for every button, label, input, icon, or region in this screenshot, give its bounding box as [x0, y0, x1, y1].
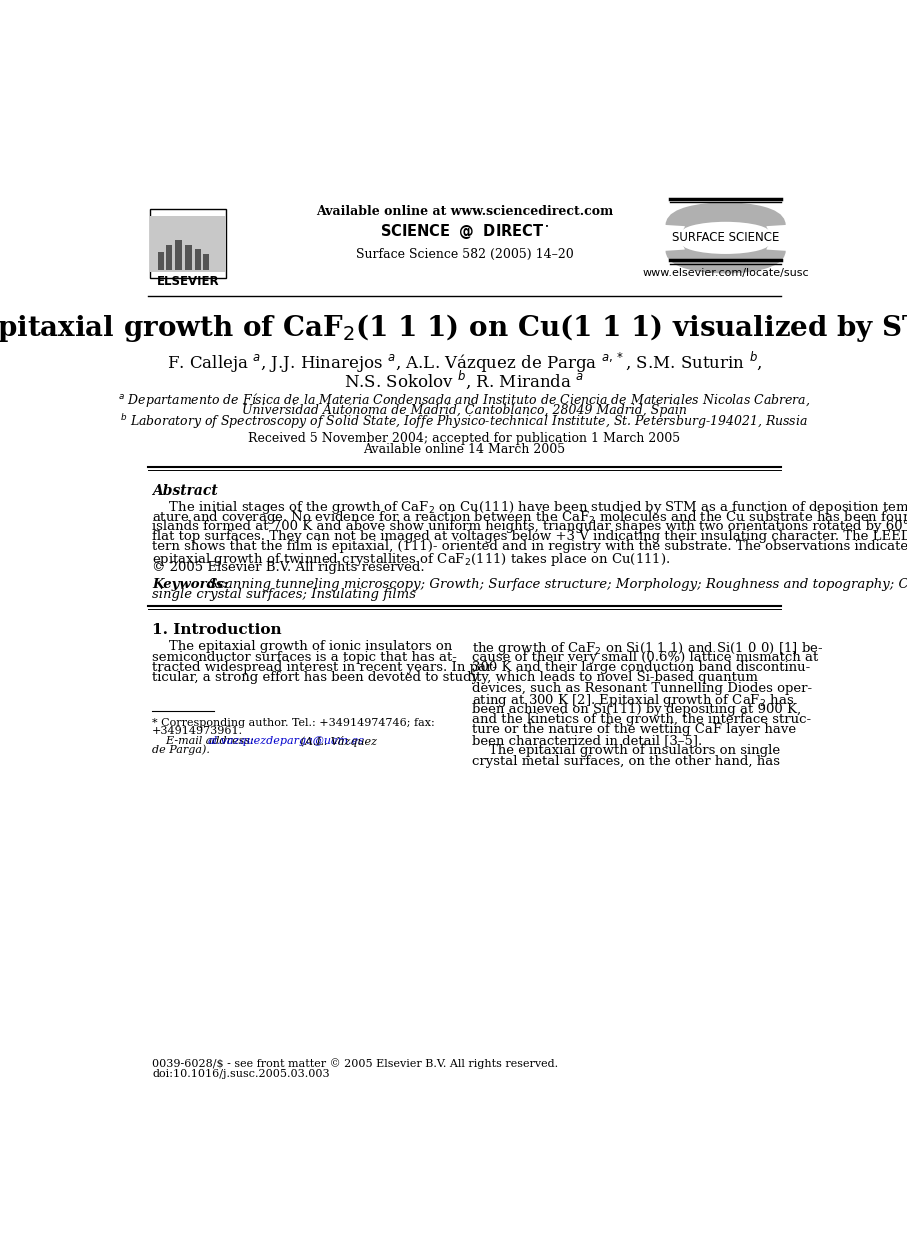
Text: $^a$ Departamento de Física de la Materia Condensada and Instituto de Ciencia de: $^a$ Departamento de Física de la Materi… [118, 390, 811, 409]
FancyBboxPatch shape [175, 240, 182, 270]
Text: 1. Introduction: 1. Introduction [152, 623, 282, 638]
Text: Available online at www.sciencedirect.com: Available online at www.sciencedirect.co… [316, 206, 613, 218]
Text: F. Calleja $^a$, J.J. Hinarejos $^a$, A.L. Vázquez de Parga $^{a,*}$, S.M. Sutur: F. Calleja $^a$, J.J. Hinarejos $^a$, A.… [167, 350, 762, 375]
Text: single crystal surfaces; Insulating films: single crystal surfaces; Insulating film… [152, 588, 416, 602]
Text: E-mail address:: E-mail address: [152, 737, 258, 747]
Text: de Parga).: de Parga). [152, 744, 210, 755]
Text: crystal metal surfaces, on the other hand, has: crystal metal surfaces, on the other han… [473, 754, 780, 768]
Text: ture or the nature of the wetting CaF layer have: ture or the nature of the wetting CaF la… [473, 723, 796, 737]
Text: The epitaxial growth of insulators on single: The epitaxial growth of insulators on si… [473, 744, 780, 758]
Text: Universidad Autónoma de Madrid, Cantoblanco, 28049 Madrid, Spain: Universidad Autónoma de Madrid, Cantobla… [242, 404, 687, 417]
Text: been achieved on Si(111) by depositing at 900 K,: been achieved on Si(111) by depositing a… [473, 703, 801, 716]
Text: Scanning tunneling microscopy; Growth; Surface structure; Morphology; Roughness : Scanning tunneling microscopy; Growth; S… [200, 578, 907, 591]
Text: 0039-6028/$ - see front matter © 2005 Elsevier B.V. All rights reserved.: 0039-6028/$ - see front matter © 2005 El… [152, 1058, 558, 1070]
Text: $^b$ Laboratory of Spectroscopy of Solid State, Ioffe Physico-technical Institut: $^b$ Laboratory of Spectroscopy of Solid… [121, 412, 808, 431]
Text: epitaxial growth of twinned crystallites of CaF$_2$(111) takes place on Cu(111).: epitaxial growth of twinned crystallites… [152, 551, 670, 568]
Text: ticular, a strong effort has been devoted to study: ticular, a strong effort has been devote… [152, 671, 479, 685]
Text: $\mathbf{SCIENCE}$  $\mathbf{@}$  $\mathbf{DIRECT^\bullet}$: $\mathbf{SCIENCE}$ $\mathbf{@}$ $\mathbf… [380, 222, 549, 241]
Text: devices, such as Resonant Tunnelling Diodes oper-: devices, such as Resonant Tunnelling Dio… [473, 682, 813, 695]
Text: tern shows that the film is epitaxial, (111)- oriented and in registry with the : tern shows that the film is epitaxial, (… [152, 541, 907, 553]
Text: © 2005 Elsevier B.V. All rights reserved.: © 2005 Elsevier B.V. All rights reserved… [152, 561, 424, 574]
Text: been characterized in detail [3–5].: been characterized in detail [3–5]. [473, 734, 702, 747]
FancyBboxPatch shape [150, 217, 226, 272]
Text: ELSEVIER: ELSEVIER [157, 275, 219, 288]
Text: The initial stages of the growth of CaF$_2$ on Cu(111) have been studied by STM : The initial stages of the growth of CaF$… [152, 499, 907, 516]
Text: the growth of CaF$_2$ on Si(1 1 1) and Si(1 0 0) [1] be-: the growth of CaF$_2$ on Si(1 1 1) and S… [473, 640, 824, 657]
Text: cause of their very small (0.6%) lattice mismatch at: cause of their very small (0.6%) lattice… [473, 651, 818, 664]
Text: Abstract: Abstract [152, 484, 218, 498]
Text: ating at 300 K [2]. Epitaxial growth of CaF$_2$ has: ating at 300 K [2]. Epitaxial growth of … [473, 692, 795, 709]
Text: Epitaxial growth of CaF$_2$(1 1 1) on Cu(1 1 1) visualized by STM: Epitaxial growth of CaF$_2$(1 1 1) on Cu… [0, 312, 907, 344]
Text: tracted widespread interest in recent years. In par-: tracted widespread interest in recent ye… [152, 661, 497, 673]
Text: doi:10.1016/j.susc.2005.03.003: doi:10.1016/j.susc.2005.03.003 [152, 1068, 330, 1078]
Text: Surface Science 582 (2005) 14–20: Surface Science 582 (2005) 14–20 [356, 249, 573, 261]
FancyBboxPatch shape [195, 249, 201, 270]
Text: al.vazquezdeparga@uam.es: al.vazquezdeparga@uam.es [208, 737, 365, 747]
Text: ity, which leads to novel Si-based quantum: ity, which leads to novel Si-based quant… [473, 671, 758, 685]
Text: +34914973961.: +34914973961. [152, 725, 243, 737]
FancyBboxPatch shape [158, 251, 164, 270]
FancyBboxPatch shape [150, 209, 226, 277]
FancyBboxPatch shape [166, 245, 172, 270]
Text: and the kinetics of the growth, the interface struc-: and the kinetics of the growth, the inte… [473, 713, 812, 725]
Text: * Corresponding author. Tel.: +34914974746; fax:: * Corresponding author. Tel.: +349149747… [152, 718, 434, 728]
Text: ature and coverage. No evidence for a reaction between the CaF$_2$ molecules and: ature and coverage. No evidence for a re… [152, 509, 907, 526]
Text: Received 5 November 2004; accepted for publication 1 March 2005: Received 5 November 2004; accepted for p… [249, 432, 680, 444]
Text: (A.L. Vázquez: (A.L. Vázquez [297, 737, 377, 747]
Text: flat top surfaces. They can not be imaged at voltages below +3 V indicating thei: flat top surfaces. They can not be image… [152, 530, 907, 543]
Text: SURFACE SCIENCE: SURFACE SCIENCE [672, 232, 779, 244]
Text: The epitaxial growth of ionic insulators on: The epitaxial growth of ionic insulators… [152, 640, 453, 654]
Text: N.S. Sokolov $^b$, R. Miranda $^a$: N.S. Sokolov $^b$, R. Miranda $^a$ [345, 368, 585, 391]
FancyBboxPatch shape [203, 254, 210, 270]
Text: Keywords:: Keywords: [152, 578, 229, 591]
Text: www.elsevier.com/locate/susc: www.elsevier.com/locate/susc [642, 269, 809, 279]
Text: Available online 14 March 2005: Available online 14 March 2005 [364, 443, 565, 456]
Text: semiconductor surfaces is a topic that has at-: semiconductor surfaces is a topic that h… [152, 651, 457, 664]
Text: islands formed at 700 K and above show uniform heights, triangular shapes with t: islands formed at 700 K and above show u… [152, 520, 907, 532]
FancyBboxPatch shape [185, 245, 192, 270]
Text: 300 K and their large conduction band discontinu-: 300 K and their large conduction band di… [473, 661, 811, 673]
